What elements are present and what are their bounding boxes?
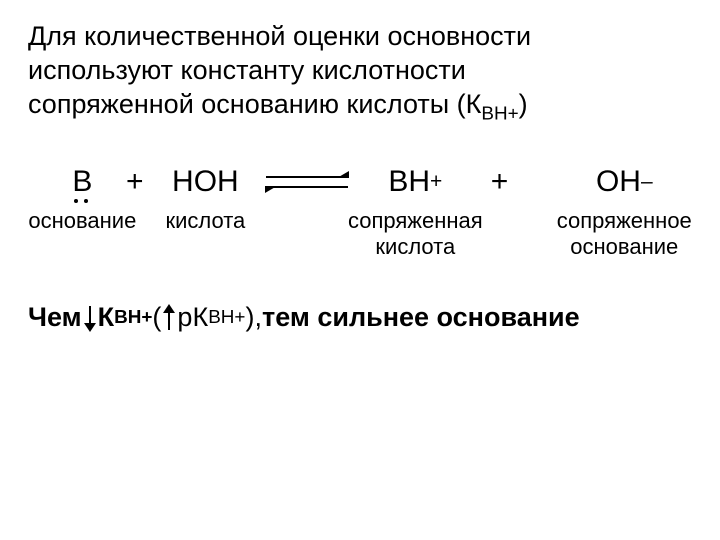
hoh-symbol: HOH	[172, 162, 239, 202]
label-conj-base-2: основание	[570, 234, 678, 259]
label-conj-acid-1: сопряженная	[348, 208, 483, 233]
concl-chem: Чем	[28, 302, 82, 333]
intro-line3a: сопряженной основанию кислоты (К	[28, 89, 481, 119]
label-conj-acid-2: кислота	[375, 234, 455, 259]
intro-line2: используют константу кислотности	[28, 55, 466, 85]
bh-symbol: BH	[388, 167, 430, 197]
plus-2: +	[475, 162, 523, 202]
species-acid: HOH кислота	[152, 162, 258, 234]
intro-line1: Для количественной оценки основности	[28, 21, 531, 51]
species-base: B основание	[47, 162, 117, 234]
species-conj-base: OH– сопряженное основание	[557, 162, 692, 261]
conclusion: Чем КВН+ ( рКВН+ ), тем сильнее основани…	[28, 302, 692, 333]
concl-open: (	[152, 302, 161, 333]
concl-tail: тем сильнее основание	[262, 302, 580, 333]
concl-close: ),	[245, 302, 262, 333]
intro-text: Для количественной оценки основности исп…	[28, 20, 692, 126]
base-symbol: B	[72, 167, 92, 197]
arrow-up-icon	[163, 304, 175, 332]
label-conj-base-1: сопряженное	[557, 208, 692, 233]
intro-sub: ВН+	[481, 103, 518, 124]
concl-K1: К	[98, 302, 114, 333]
intro-line3b: )	[519, 89, 528, 119]
oh-charge: –	[641, 171, 653, 192]
concl-K2: К	[192, 302, 208, 333]
equil-arrow-icon	[266, 171, 348, 193]
species-conj-acid: BH+ сопряженная кислота	[355, 162, 475, 261]
concl-K1-sub: ВН+	[114, 307, 152, 329]
equilibrium-arrow	[259, 162, 356, 202]
plus-1: +	[117, 162, 152, 202]
bh-charge: +	[430, 171, 442, 192]
concl-p: р	[177, 302, 192, 333]
concl-K2-sub: ВН+	[208, 307, 245, 329]
equation: B основание + HOH кислота BH+ сопряженна…	[28, 162, 692, 261]
label-acid: кислота	[165, 208, 245, 234]
arrow-down-icon	[84, 304, 96, 332]
oh-symbol: OH	[596, 167, 641, 197]
label-base: основание	[28, 208, 136, 234]
